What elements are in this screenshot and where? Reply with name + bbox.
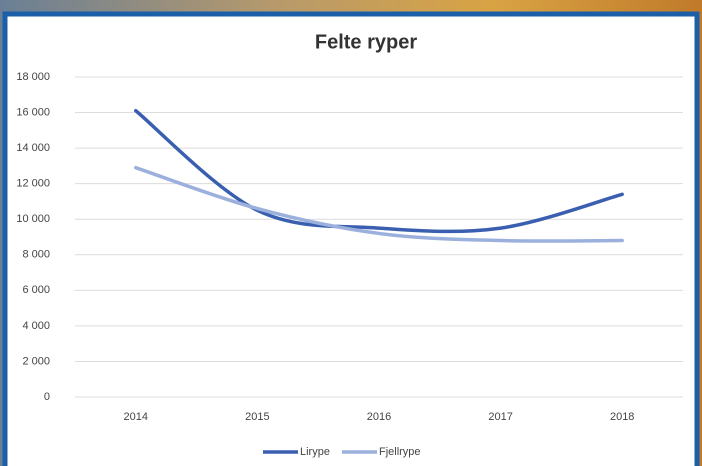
x-tick-label: 2017 [488,411,512,423]
chart-title: Felte ryper [315,31,417,53]
x-tick-label: 2018 [610,411,634,423]
x-tick-label: 2015 [245,411,269,423]
y-tick-label: 0 [44,391,50,403]
y-tick-label: 16 000 [16,106,50,118]
y-tick-label: 10 000 [16,213,50,225]
y-tick-label: 12 000 [16,178,50,190]
y-tick-label: 8 000 [22,249,50,261]
x-tick-label: 2014 [124,411,148,423]
y-tick-label: 4 000 [22,320,50,332]
legend-label: Lirype [300,446,330,458]
chart: Felte ryper 0 2 000 4 000 6 000 8 000 10 000 1… [0,0,702,466]
y-tick-label: 14 000 [16,142,50,154]
y-tick-label: 6 000 [22,284,50,296]
y-tick-label: 18 000 [16,71,50,83]
legend-label: Fjellrype [379,446,421,458]
y-tick-label: 2 000 [22,355,50,367]
x-tick-label: 2016 [367,411,391,423]
